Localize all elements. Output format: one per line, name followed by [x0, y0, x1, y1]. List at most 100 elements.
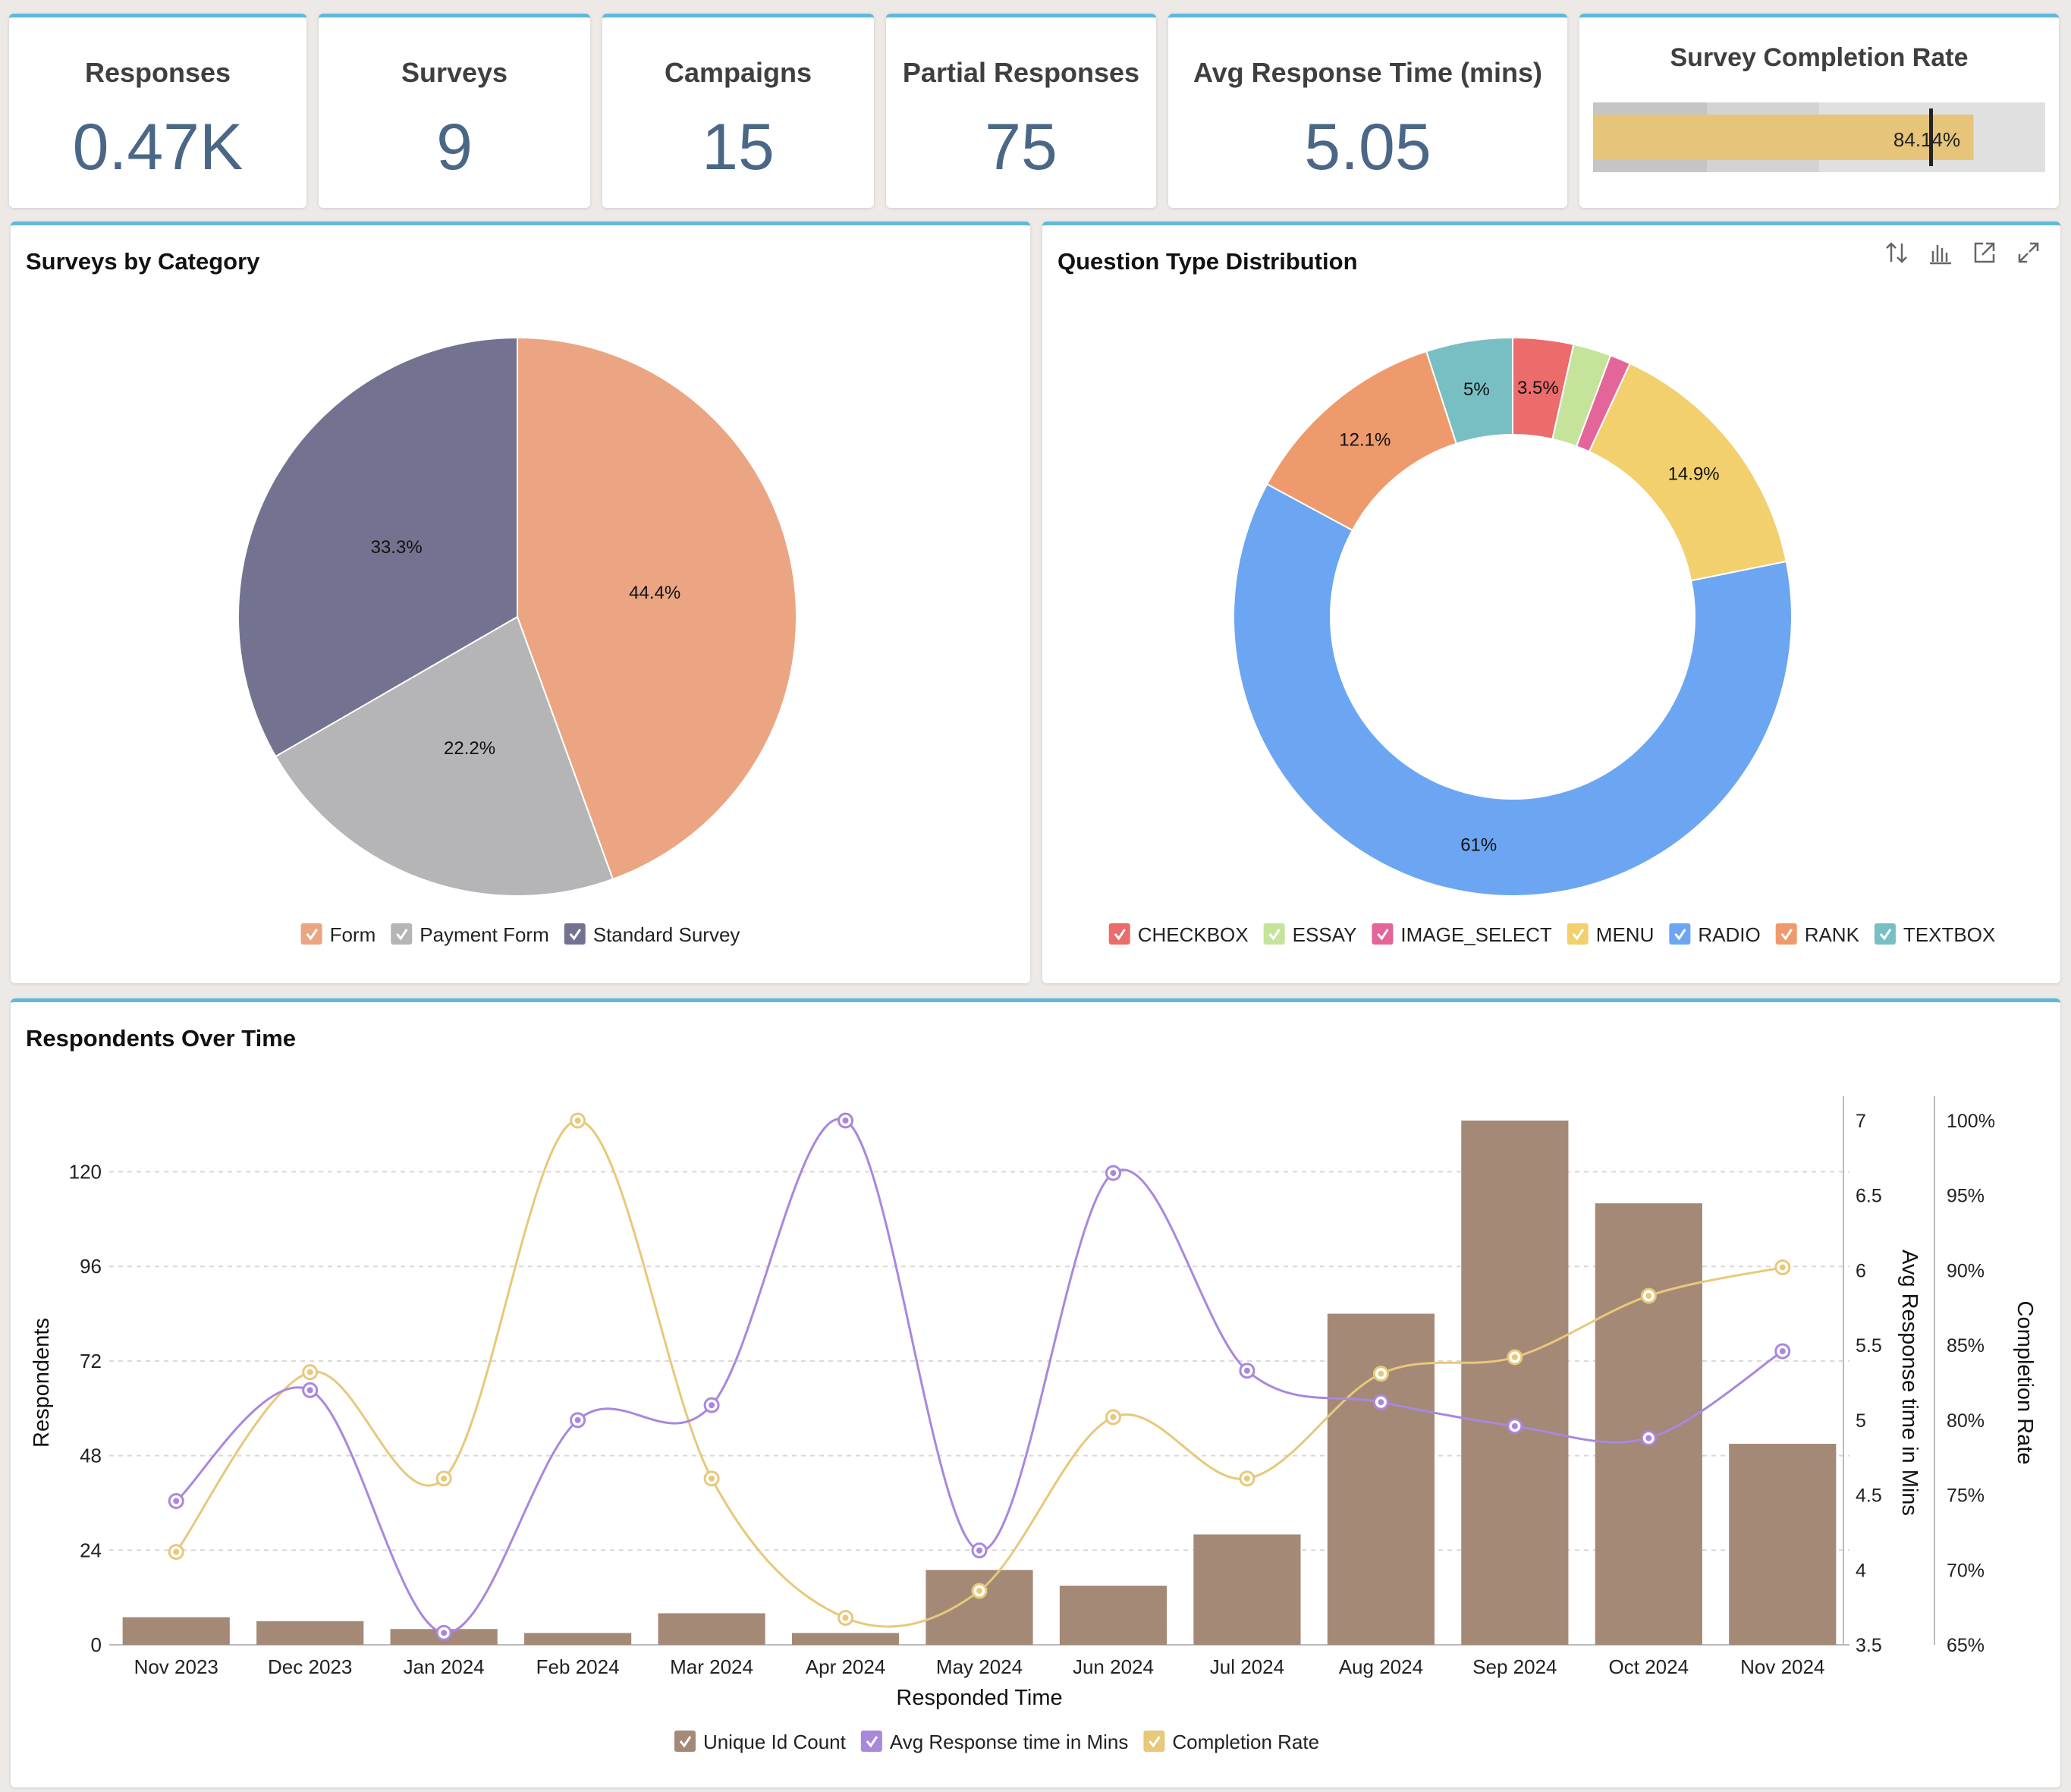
check-icon — [1674, 929, 1686, 941]
panel-question-type-distribution: Question Type Distribution 3.5% 14.9% 61% 1… — [1042, 222, 2060, 983]
sort-icon[interactable] — [1883, 239, 1910, 266]
data-point-center — [1779, 1348, 1786, 1355]
y-tick-label: 72 — [80, 1350, 102, 1372]
kpi-title: Campaigns — [664, 57, 812, 88]
kpi-card-campaigns[interactable]: Campaigns 15 — [602, 14, 874, 208]
x-tick-label: Sep 2024 — [1472, 1655, 1557, 1678]
panel-toolbar — [1883, 239, 2042, 266]
x-tick-label: Jan 2024 — [404, 1655, 485, 1678]
y-tick-label: 24 — [80, 1539, 102, 1561]
check-icon — [679, 1736, 692, 1748]
legend-swatch — [391, 923, 413, 945]
series-line — [175, 1119, 1783, 1628]
legend-item[interactable]: Avg Response time in Mins — [860, 1731, 1129, 1753]
kpi-value: 15 — [702, 111, 775, 184]
bar — [524, 1633, 632, 1645]
kpi-card-partial-responses[interactable]: Partial Responses 75 — [886, 14, 1156, 208]
y2-tick-label: 7 — [1856, 1111, 1866, 1132]
y-tick-label: 48 — [80, 1445, 102, 1467]
kpi-value: 5.05 — [1304, 111, 1431, 184]
slice-label: 3.5% — [1517, 378, 1559, 398]
legend-item[interactable]: MENU — [1567, 923, 1655, 946]
data-point-center — [173, 1498, 180, 1504]
kpi-card-responses[interactable]: Responses 0.47K — [9, 14, 306, 208]
legend-label: Form — [330, 923, 376, 946]
kpi-title: Surveys — [401, 57, 508, 88]
data-point-center — [976, 1547, 982, 1554]
legend-item[interactable]: Payment Form — [391, 923, 549, 946]
x-tick-label: Jun 2024 — [1073, 1655, 1154, 1678]
check-icon — [1149, 1736, 1161, 1748]
data-point-center — [441, 1475, 448, 1482]
check-icon — [396, 929, 408, 941]
y-tick-label: 0 — [91, 1633, 102, 1656]
data-point-center — [1243, 1367, 1250, 1374]
bar — [791, 1633, 900, 1645]
data-point-center — [976, 1587, 982, 1594]
legend-item[interactable]: IMAGE_SELECT — [1372, 923, 1552, 946]
y3-tick-label: 75% — [1947, 1485, 1985, 1507]
bar — [1729, 1444, 1837, 1645]
y3-tick-label: 70% — [1947, 1560, 1985, 1581]
check-icon — [1879, 929, 1892, 941]
bar-chart-icon[interactable] — [1927, 239, 1954, 266]
legend-item[interactable]: RANK — [1775, 923, 1860, 946]
panel-title: Respondents Over Time — [26, 1025, 297, 1052]
check-icon — [866, 1736, 878, 1748]
legend-item[interactable]: Standard Survey — [564, 923, 740, 946]
legend-label: RANK — [1805, 923, 1860, 946]
x-tick-label: Aug 2024 — [1339, 1655, 1423, 1678]
data-point-center — [1645, 1435, 1652, 1441]
donut-slice — [1425, 336, 1513, 445]
legend-swatch — [300, 923, 322, 945]
pie-slice — [274, 615, 614, 897]
legend-label: CHECKBOX — [1138, 923, 1249, 946]
data-point-center — [574, 1118, 581, 1124]
y3-tick-label: 95% — [1947, 1186, 1985, 1207]
legend-label: Standard Survey — [593, 923, 740, 946]
legend-item[interactable]: Form — [300, 923, 376, 946]
kpi-card-completion-rate[interactable]: Survey Completion Rate 84.14% — [1579, 14, 2059, 208]
y3-tick-label: 65% — [1947, 1635, 1985, 1656]
y2-tick-label: 6 — [1856, 1260, 1866, 1281]
check-icon — [306, 929, 318, 941]
legend-item[interactable]: RADIO — [1669, 923, 1761, 946]
bar — [1461, 1121, 1569, 1645]
expand-icon[interactable] — [2015, 239, 2042, 266]
bar — [926, 1570, 1033, 1645]
y3-tick-label: 85% — [1947, 1335, 1985, 1357]
legend-swatch — [1143, 1731, 1165, 1752]
y-axis-title: Respondents — [30, 1318, 54, 1448]
legend-item[interactable]: CHECKBOX — [1108, 923, 1249, 946]
legend-label: Avg Response time in Mins — [890, 1731, 1129, 1753]
kpi-card-avg-response-time[interactable]: Avg Response Time (mins) 5.05 — [1168, 14, 1567, 208]
legend-swatch — [564, 923, 586, 945]
export-icon[interactable] — [1971, 239, 1998, 266]
legend-item[interactable]: Unique Id Count — [674, 1731, 847, 1753]
legend-item[interactable]: TEXTBOX — [1874, 923, 1995, 946]
legend-swatch — [1263, 923, 1285, 945]
slice-label: 44.4% — [629, 583, 680, 603]
check-icon — [1268, 929, 1281, 941]
x-tick-label: May 2024 — [936, 1655, 1023, 1678]
data-point-center — [1511, 1423, 1518, 1429]
completion-target-marker — [1929, 108, 1933, 166]
legend-item[interactable]: Completion Rate — [1143, 1731, 1319, 1753]
x-tick-label: Apr 2024 — [806, 1655, 886, 1678]
x-tick-label: Dec 2023 — [268, 1655, 352, 1678]
slice-label: 33.3% — [371, 537, 423, 558]
kpi-value: 9 — [436, 111, 473, 184]
legend-label: TEXTBOX — [1903, 923, 1995, 946]
y2-tick-label: 3.5 — [1856, 1635, 1882, 1656]
data-point-center — [306, 1369, 313, 1375]
data-point-center — [1110, 1413, 1117, 1420]
panel-title: Question Type Distribution — [1057, 248, 1358, 275]
kpi-card-surveys[interactable]: Surveys 9 — [319, 14, 590, 208]
data-point-center — [574, 1416, 581, 1423]
panel-title: Surveys by Category — [26, 248, 260, 275]
legend-label: Completion Rate — [1172, 1731, 1319, 1753]
panel-respondents-over-time: Respondents Over Time 0 24 48 72 96 120 Nov 20… — [11, 998, 2060, 1787]
legend-swatch — [860, 1731, 882, 1752]
y3-axis-title: Completion Rate — [2013, 1301, 2037, 1465]
legend-item[interactable]: ESSAY — [1263, 923, 1357, 946]
